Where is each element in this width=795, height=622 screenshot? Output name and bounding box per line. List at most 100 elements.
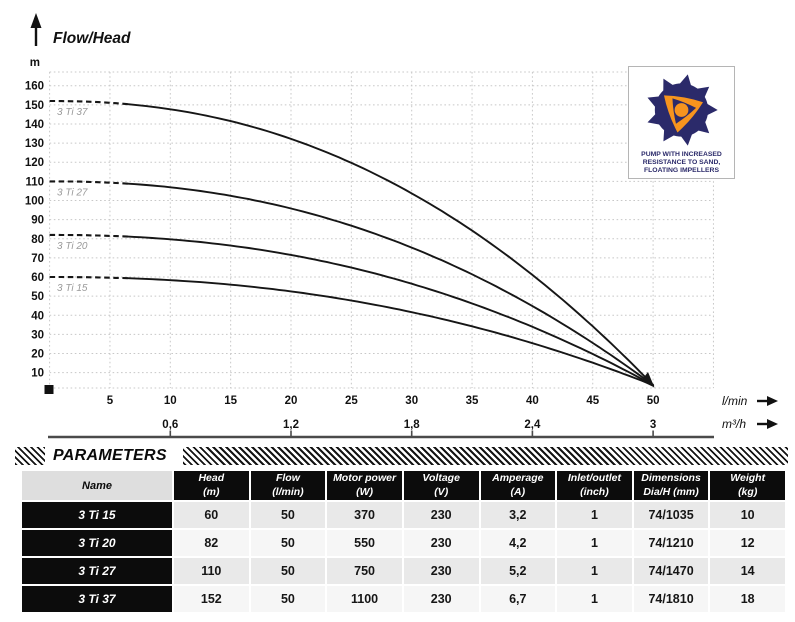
- value-cell: 74/1210: [633, 530, 709, 556]
- value-cell: 5,2: [480, 558, 556, 584]
- x-tick-label-m3h: 2,4: [524, 419, 541, 431]
- impeller-logo-icon: [647, 74, 718, 146]
- x-axis-arrow-m3h-icon: [757, 419, 778, 429]
- pump-curve-dashed-3-ti-27: [49, 180, 129, 185]
- value-cell: 50: [250, 530, 326, 556]
- column-header-voltage: Voltage (V): [403, 471, 479, 500]
- chart-title: Flow/Head: [53, 30, 131, 47]
- x-tick-label-lmin: 35: [466, 395, 479, 407]
- x-tick-label-lmin: 15: [224, 395, 237, 407]
- value-cell: 1: [557, 502, 632, 528]
- table-row-3-ti-15: 3 Ti 15 60 50 370 230 3,2 1 74/1035 10: [22, 502, 785, 528]
- value-cell: 370: [327, 502, 402, 528]
- column-header-amperage: Amperage (A): [480, 471, 556, 500]
- x-tick-label-lmin: 40: [526, 395, 539, 407]
- x-tick-label-lmin: 5: [107, 395, 114, 407]
- value-cell: 230: [403, 586, 479, 612]
- table-row-3-ti-37: 3 Ti 37 152 50 1100 230 6,7 1 74/1810 18: [22, 586, 785, 612]
- axis-ticks: 10 20 30 40 50 60 70 80 90 100 110 120 130 140 150 160 5…: [25, 81, 660, 437]
- pump-curve-dashed-3-ti-20: [49, 233, 129, 238]
- table-header-row: Name Head (m) Flow (l/min) Motor power (W) Volt…: [22, 471, 785, 500]
- y-tick-label: 10: [31, 368, 44, 380]
- chart-grid: [49, 71, 714, 389]
- pump-name-cell: 3 Ti 37: [22, 586, 172, 612]
- pump-curves: 3 Ti 37 3 Ti 27 3 Ti 20 3 Ti 15: [49, 99, 655, 388]
- table-row-3-ti-27: 3 Ti 27 110 50 750 230 5,2 1 74/1470 14: [22, 558, 785, 584]
- x-axis-arrow-lmin-icon: [757, 396, 778, 406]
- y-tick-label: 70: [31, 253, 44, 265]
- flow-head-chart: 3 Ti 37 3 Ti 27 3 Ti 20 3 Ti 15 10 20 30 40 50 6…: [25, 13, 778, 439]
- badge-caption: PUMP WITH INCREASED RESISTANCE TO SAND, …: [641, 151, 722, 175]
- value-cell: 230: [403, 502, 479, 528]
- x-tick-label-m3h: 0,6: [162, 419, 178, 431]
- curve-label-3-ti-20: 3 Ti 20: [57, 241, 88, 252]
- pump-name-cell: 3 Ti 20: [22, 530, 172, 556]
- pump-curve-3-ti-15: [127, 277, 655, 387]
- value-cell: 1100: [327, 586, 402, 612]
- value-cell: 550: [327, 530, 402, 556]
- table-row-3-ti-20: 3 Ti 20 82 50 550 230 4,2 1 74/1210 12: [22, 530, 785, 556]
- column-header-motor-power: Motor power (W): [327, 471, 402, 500]
- y-tick-label: 30: [31, 329, 44, 341]
- y-tick-label: 120: [25, 157, 44, 169]
- y-tick-label: 140: [25, 119, 44, 131]
- y-axis-arrow-icon: [30, 13, 42, 46]
- parameters-title: PARAMETERS: [45, 445, 183, 467]
- y-tick-label: 50: [31, 291, 44, 303]
- column-header-weight: Weight (kg): [710, 471, 785, 500]
- value-cell: 230: [403, 530, 479, 556]
- y-tick-label: 20: [31, 349, 44, 361]
- y-tick-label: 160: [25, 81, 44, 93]
- pump-name-cell: 3 Ti 15: [22, 502, 172, 528]
- value-cell: 18: [710, 586, 785, 612]
- pump-curve-3-ti-27: [127, 182, 655, 387]
- value-cell: 110: [174, 558, 249, 584]
- pump-curve-3-ti-20: [127, 235, 655, 387]
- pump-curve-3-ti-37: [127, 103, 655, 387]
- value-cell: 12: [710, 530, 785, 556]
- curve-label-3-ti-15: 3 Ti 15: [57, 283, 88, 294]
- value-cell: 230: [403, 558, 479, 584]
- value-cell: 50: [250, 586, 326, 612]
- value-cell: 74/1035: [633, 502, 709, 528]
- value-cell: 60: [174, 502, 249, 528]
- value-cell: 74/1810: [633, 586, 709, 612]
- x-tick-label-m3h: 3: [650, 419, 656, 431]
- column-header-head: Head (m): [174, 471, 249, 500]
- x-axis-unit-m3h: m³/h: [722, 417, 746, 431]
- x-axis-unit-lmin: l/min: [722, 394, 748, 408]
- value-cell: 82: [174, 530, 249, 556]
- y-tick-label: 40: [31, 310, 44, 322]
- value-cell: 750: [327, 558, 402, 584]
- y-tick-label: 110: [25, 176, 44, 188]
- pump-curve-dashed-3-ti-37: [49, 99, 129, 106]
- value-cell: 1: [557, 530, 632, 556]
- pump-name-cell: 3 Ti 27: [22, 558, 172, 584]
- x-tick-label-lmin: 20: [285, 395, 298, 407]
- curve-label-3-ti-37: 3 Ti 37: [57, 107, 88, 118]
- y-tick-label: 100: [25, 196, 44, 208]
- x-tick-label-lmin: 10: [164, 395, 177, 407]
- x-tick-label-m3h: 1,8: [404, 419, 421, 431]
- x-tick-label-m3h: 1,2: [283, 419, 299, 431]
- x-tick-label-lmin: 25: [345, 395, 358, 407]
- y-tick-label: 80: [31, 234, 44, 246]
- column-header-flow: Flow (l/min): [250, 471, 326, 500]
- column-header-name: Name: [22, 471, 172, 500]
- parameters-table: Name Head (m) Flow (l/min) Motor power (W) Volt…: [20, 469, 787, 614]
- value-cell: 50: [250, 558, 326, 584]
- value-cell: 1: [557, 586, 632, 612]
- y-axis-unit-label: m: [30, 57, 40, 69]
- value-cell: 10: [710, 502, 785, 528]
- value-cell: 3,2: [480, 502, 556, 528]
- x-tick-label-lmin: 45: [586, 395, 599, 407]
- value-cell: 1: [557, 558, 632, 584]
- curve-label-3-ti-27: 3 Ti 27: [57, 187, 88, 198]
- x-tick-label-lmin: 50: [647, 395, 660, 407]
- y-tick-label: 60: [31, 272, 44, 284]
- y-tick-label: 130: [25, 138, 44, 150]
- value-cell: 74/1470: [633, 558, 709, 584]
- parameters-title-bar: PARAMETERS: [15, 445, 788, 467]
- pump-feature-badge: PUMP WITH INCREASED RESISTANCE TO SAND, …: [628, 66, 735, 179]
